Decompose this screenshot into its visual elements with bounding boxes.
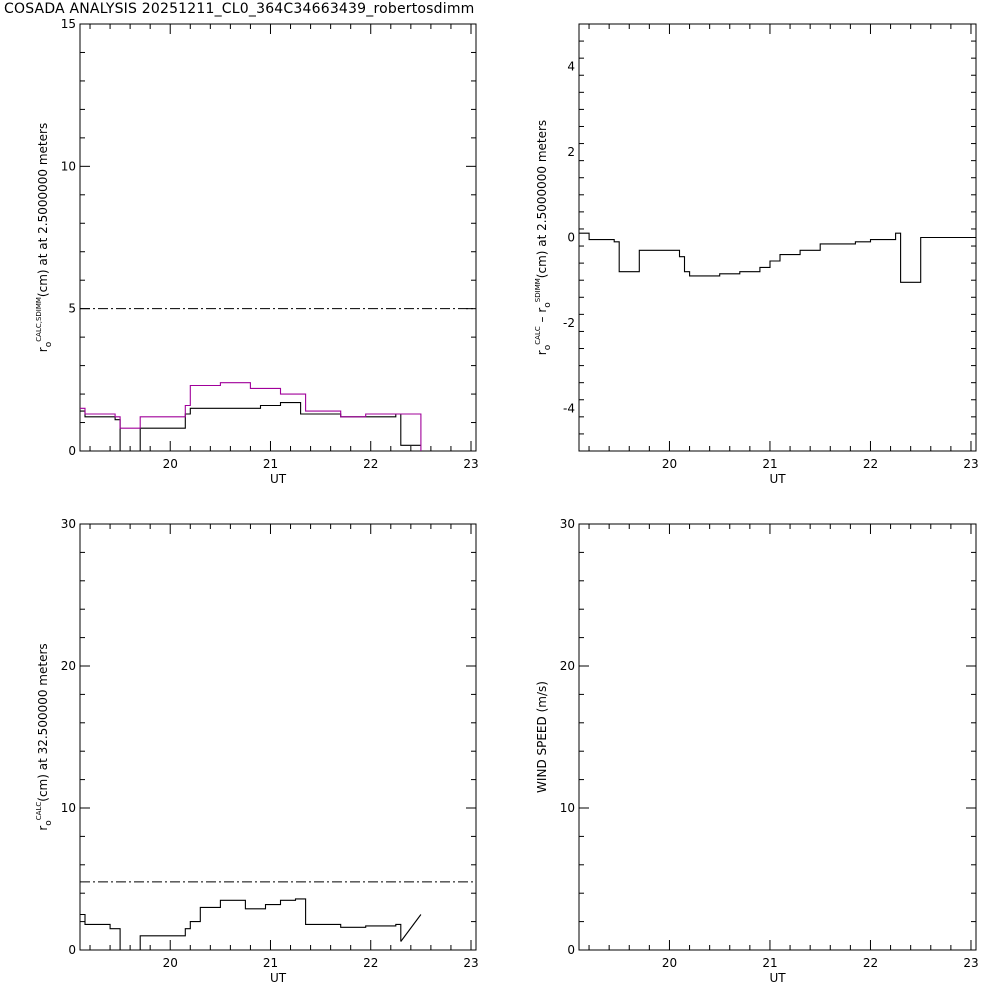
plot-frame: [79, 523, 477, 951]
y-axis-label-part: o: [44, 341, 54, 347]
y-axis-label-part: (cm) at at 2.5000000 meters: [36, 123, 50, 297]
x-tick-label: 23: [963, 956, 978, 970]
plot-frame: [79, 23, 477, 452]
y-tick-label: 2: [567, 145, 575, 159]
page-title: COSADA ANALYSIS 20251211_CL0_364C3466343…: [4, 1, 475, 17]
y-tick-label: 20: [560, 659, 575, 673]
y-tick-label: 10: [61, 801, 76, 815]
plot-frame: [578, 523, 977, 951]
y-tick-label: 0: [68, 943, 76, 957]
series-line: [80, 898, 402, 951]
y-axis-label: roCALC – roSDIMM(cm) at 2.5000000 meters: [534, 120, 553, 355]
y-axis-label: roCALC,SDIMM(cm) at at 2.5000000 meters: [35, 123, 54, 352]
x-axis-label: UT: [270, 472, 287, 486]
x-tick-label: 21: [762, 956, 777, 970]
y-tick-label: 20: [61, 659, 76, 673]
plot-frame: [578, 23, 977, 452]
x-tick-label: 21: [263, 956, 278, 970]
y-tick-label: 10: [560, 801, 575, 815]
y-axis-label-part: CALC: [35, 802, 43, 821]
y-axis-label-part: o: [44, 820, 54, 826]
y-tick-label: 10: [61, 159, 76, 173]
y-axis-label: WIND SPEED (m/s): [535, 681, 549, 793]
x-tick-label: 20: [163, 457, 178, 471]
y-axis-label-part: CALC: [534, 326, 542, 345]
series-line: [80, 382, 422, 451]
x-tick-label: 22: [363, 956, 378, 970]
x-axis-label: UT: [769, 472, 786, 486]
x-tick-label: 22: [863, 956, 878, 970]
y-tick-label: 0: [567, 943, 575, 957]
y-axis-label-part: o: [543, 302, 553, 308]
x-tick-label: 21: [263, 457, 278, 471]
y-axis-label-part: r: [36, 826, 50, 831]
x-tick-label: 20: [662, 457, 677, 471]
panel-wind-speed: 20 21 22 23 0 10 20 30 UT WIND SPEED (m/s): [535, 517, 979, 985]
y-tick-label: 30: [560, 517, 575, 531]
x-axis-label: UT: [769, 971, 786, 985]
x-tick-label: 20: [163, 956, 178, 970]
y-tick-label: 5: [68, 302, 76, 316]
y-tick-label: 4: [567, 60, 575, 74]
series-line: [80, 402, 421, 452]
y-axis-label-part: SDIMM: [534, 278, 542, 302]
y-tick-label: 0: [567, 231, 575, 245]
y-tick-label: -4: [563, 401, 575, 415]
y-tick-label: 30: [61, 517, 76, 531]
y-axis-label-part: – r: [535, 308, 549, 327]
y-axis-label-part: CALC,SDIMM: [35, 297, 43, 342]
series-line: [400, 914, 422, 942]
panel-ro-calc-32m: 20 21 22 23 0 10 20 30 UT roCALC(cm) at 32.500000…: [35, 517, 479, 985]
panel-ro-calc-sdimm: 20 21 22 23 0 5 10 15 UT roCALC,SDIMM(cm) at at 2…: [35, 17, 479, 486]
y-axis-label: roCALC(cm) at 32.500000 meters: [35, 643, 54, 830]
y-axis-label-part: (cm) at 2.5000000 meters: [535, 120, 549, 278]
y-axis-label-part: WIND SPEED (m/s): [535, 681, 549, 793]
y-axis-label-part: r: [535, 350, 549, 355]
x-axis-label: UT: [270, 971, 287, 985]
x-tick-label: 23: [963, 457, 978, 471]
y-tick-label: -2: [563, 316, 575, 330]
y-tick-label: 15: [61, 17, 76, 31]
x-tick-label: 22: [863, 457, 878, 471]
x-tick-label: 23: [463, 457, 478, 471]
y-axis-label-part: r: [36, 347, 50, 352]
y-axis-label-part: (cm) at 32.500000 meters: [36, 643, 50, 801]
series-line: [579, 232, 976, 283]
x-tick-label: 22: [363, 457, 378, 471]
x-tick-label: 20: [662, 956, 677, 970]
y-axis-label-part: o: [543, 344, 553, 350]
x-tick-label: 23: [463, 956, 478, 970]
y-tick-label: 0: [68, 444, 76, 458]
x-tick-label: 21: [762, 457, 777, 471]
